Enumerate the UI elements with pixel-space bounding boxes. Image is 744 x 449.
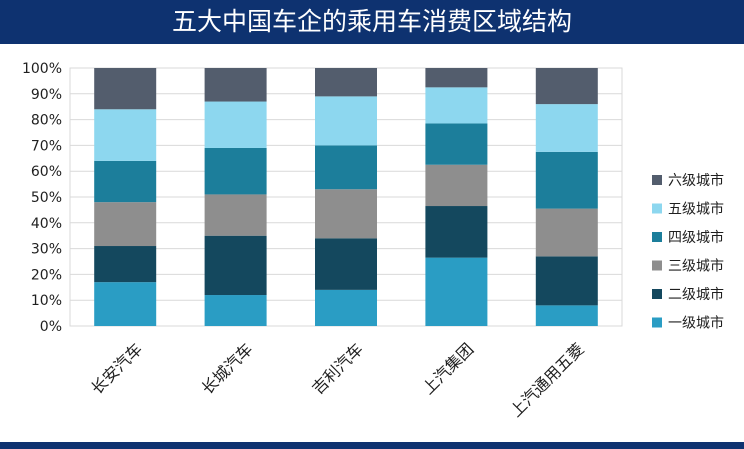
bar-segment-六级城市 [425, 68, 488, 88]
bar-segment-二级城市 [425, 206, 488, 258]
bar-segment-一级城市 [535, 305, 598, 326]
legend-swatch [652, 317, 662, 328]
legend-swatch [652, 175, 662, 185]
bar-segment-三级城市 [94, 202, 157, 247]
bar-segment-四级城市 [535, 151, 598, 209]
y-axis: 0% 10% 20% 30% 40% 50% 60% 70% 80% 90% 100% [22, 61, 62, 335]
y-tick-label: 80% [31, 113, 62, 129]
y-tick-label: 0% [40, 319, 62, 335]
x-category-label: 上汽集团 [419, 339, 478, 398]
bar-segment-二级城市 [94, 246, 157, 283]
bar-segment-一级城市 [425, 257, 488, 326]
legend-label: 四级城市 [668, 229, 724, 246]
legend-label: 二级城市 [668, 286, 724, 303]
y-tick-label: 40% [31, 216, 62, 232]
legend-swatch [652, 203, 662, 214]
x-category-label: 长城汽车 [198, 339, 257, 398]
bottom-bar [0, 442, 744, 449]
bar-segment-二级城市 [315, 238, 377, 290]
bar-segment-六级城市 [94, 68, 157, 110]
bars [94, 68, 598, 326]
x-axis: 长安汽车 长城汽车 吉利汽车 上汽集团 上汽通用五菱 [87, 339, 587, 420]
bar-segment-六级城市 [204, 68, 267, 102]
bar-segment-一级城市 [315, 289, 377, 326]
y-tick-label: 100% [22, 61, 62, 77]
bar-segment-四级城市 [204, 147, 267, 195]
y-tick-label: 30% [31, 242, 62, 258]
bar-segment-三级城市 [535, 208, 598, 257]
x-category-label: 吉利汽车 [308, 339, 367, 398]
y-tick-label: 60% [31, 164, 62, 180]
stacked-bar-chart: 0% 10% 20% 30% 40% 50% 60% 70% 80% 90% 100% 长安汽车 长城… [22, 61, 724, 421]
bar-segment-五级城市 [94, 109, 157, 161]
chart-title: 五大中国车企的乘用车消费区域结构 [0, 0, 744, 44]
bar-segment-四级城市 [425, 123, 488, 165]
bar-segment-五级城市 [425, 87, 488, 124]
bar-segment-四级城市 [315, 145, 377, 190]
bar-segment-五级城市 [315, 96, 377, 146]
bar-segment-一级城市 [204, 295, 267, 326]
legend-swatch [652, 289, 662, 299]
y-tick-label: 70% [31, 138, 62, 154]
bar-segment-二级城市 [535, 256, 598, 306]
bar-segment-五级城市 [535, 104, 598, 152]
bar-segment-五级城市 [204, 101, 267, 148]
x-category-label: 上汽通用五菱 [506, 339, 587, 420]
legend-swatch [652, 260, 662, 271]
bar-segment-三级城市 [425, 164, 488, 207]
y-tick-label: 20% [31, 267, 62, 283]
legend-label: 六级城市 [668, 172, 724, 189]
bar-segment-六级城市 [315, 68, 377, 97]
bar-segment-三级城市 [204, 194, 267, 236]
y-tick-label: 10% [31, 293, 62, 309]
legend-label: 五级城市 [668, 201, 724, 218]
bar-segment-四级城市 [94, 160, 157, 203]
y-tick-label: 90% [31, 87, 62, 103]
legend-swatch [652, 232, 662, 242]
bar-segment-二级城市 [204, 235, 267, 296]
legend-label: 三级城市 [668, 258, 724, 275]
x-category-label: 长安汽车 [87, 339, 146, 398]
y-tick-label: 50% [31, 190, 62, 206]
legend-label: 一级城市 [668, 315, 724, 332]
bar-segment-六级城市 [535, 68, 598, 105]
bar-segment-三级城市 [315, 189, 377, 239]
bar-segment-一级城市 [94, 282, 157, 326]
